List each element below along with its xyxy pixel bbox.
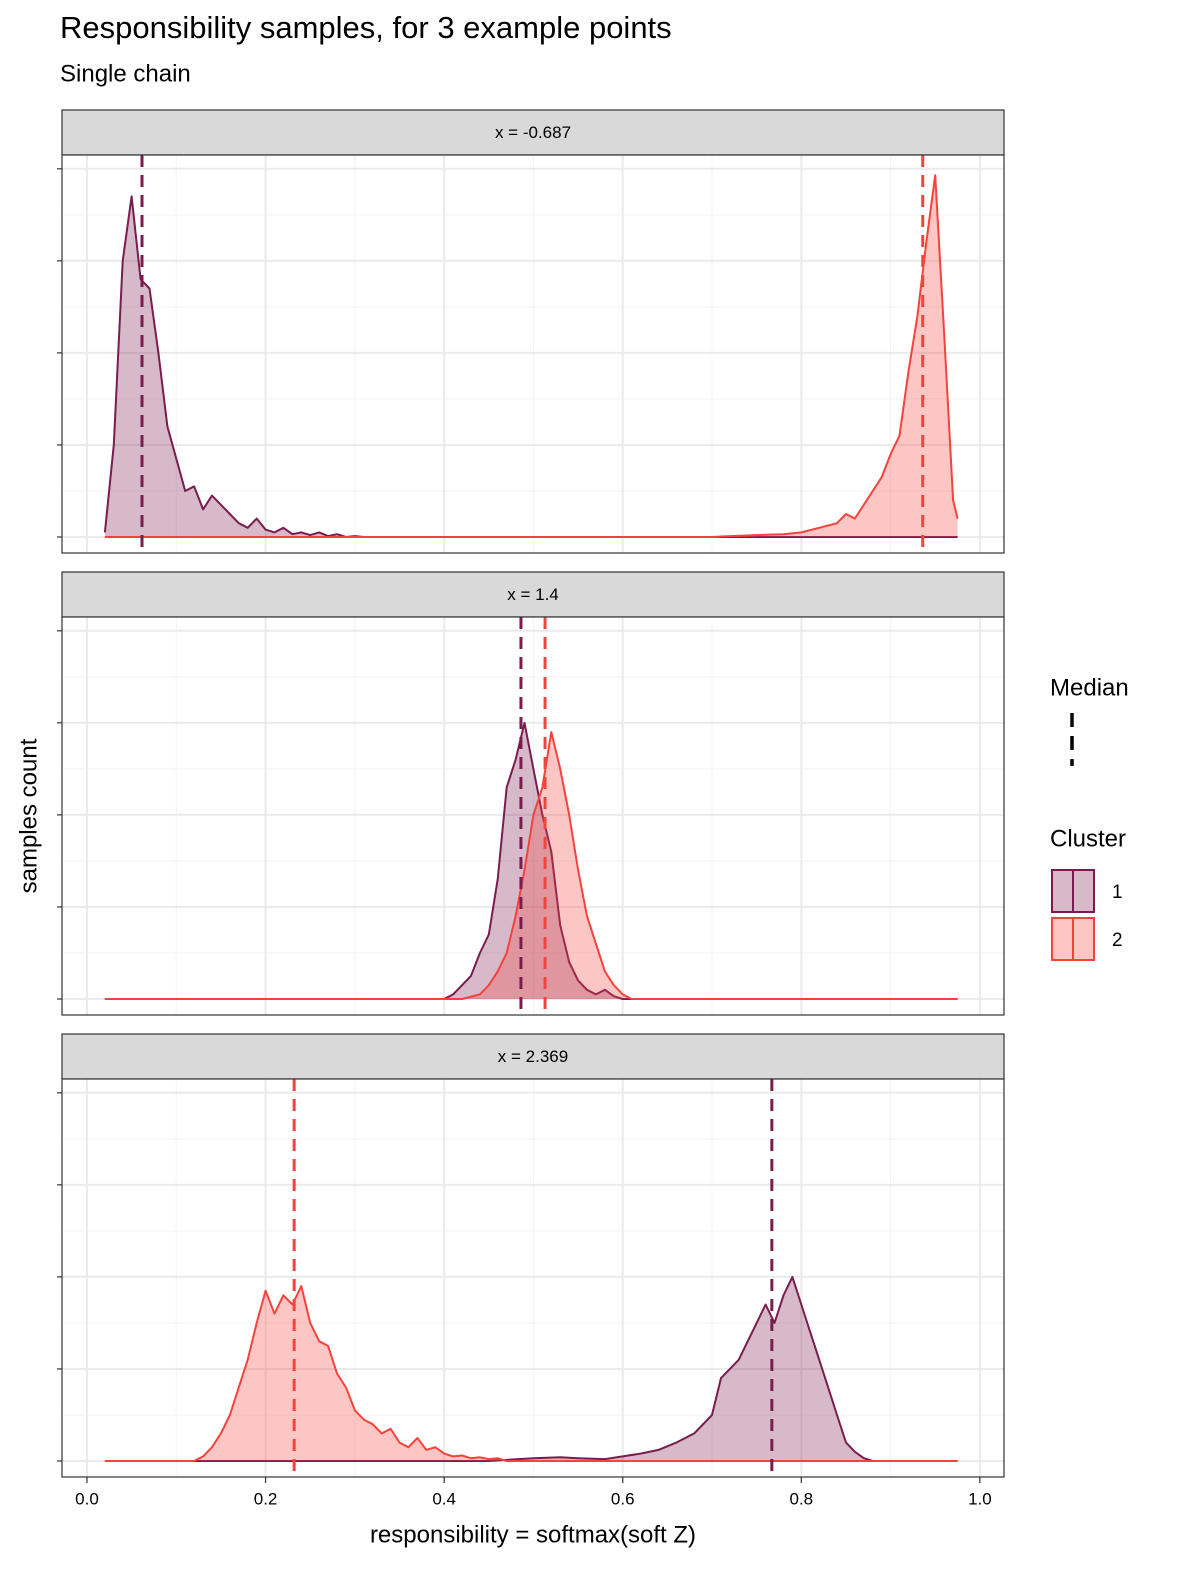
area-fill <box>104 175 958 537</box>
facet-label: x = 2.369 <box>498 1047 568 1066</box>
area-line <box>104 1285 958 1462</box>
facet-strip <box>61 571 1005 618</box>
panel-border <box>61 1078 1005 1478</box>
area-fill <box>104 1276 958 1461</box>
area-line <box>104 731 958 1000</box>
facet-label: x = -0.687 <box>495 123 571 142</box>
y-axis-label: samples count <box>15 738 42 893</box>
facet-strip <box>61 1033 1005 1080</box>
area-line <box>104 174 959 538</box>
legend-label: 2 <box>1112 930 1123 951</box>
x-axis-label: responsibility = softmax(soft Z) <box>370 1521 696 1548</box>
x-tick-label: 0.8 <box>789 1489 813 1508</box>
panel-border <box>61 616 1005 1016</box>
facet-strip <box>61 109 1005 156</box>
x-tick-label: 0.4 <box>432 1489 456 1508</box>
area-fill <box>104 196 958 537</box>
facet-label: x = 1.4 <box>507 585 559 604</box>
x-tick-label: 0.0 <box>75 1489 99 1508</box>
chart-title: Responsibility samples, for 3 example po… <box>60 10 672 45</box>
area-fill <box>104 1286 958 1461</box>
x-tick-label: 1.0 <box>968 1489 992 1508</box>
chart-subtitle: Single chain <box>60 60 191 87</box>
area-line <box>104 721 958 1000</box>
legend-title: Median <box>1050 674 1129 701</box>
legend-label: 1 <box>1112 882 1123 903</box>
panel-border <box>61 154 1005 554</box>
area-line <box>104 1275 958 1462</box>
area-fill <box>104 722 958 999</box>
area-fill <box>104 732 958 999</box>
x-tick-label: 0.2 <box>254 1489 278 1508</box>
x-tick-label: 0.6 <box>611 1489 635 1508</box>
legend-title: Cluster <box>1050 825 1126 852</box>
